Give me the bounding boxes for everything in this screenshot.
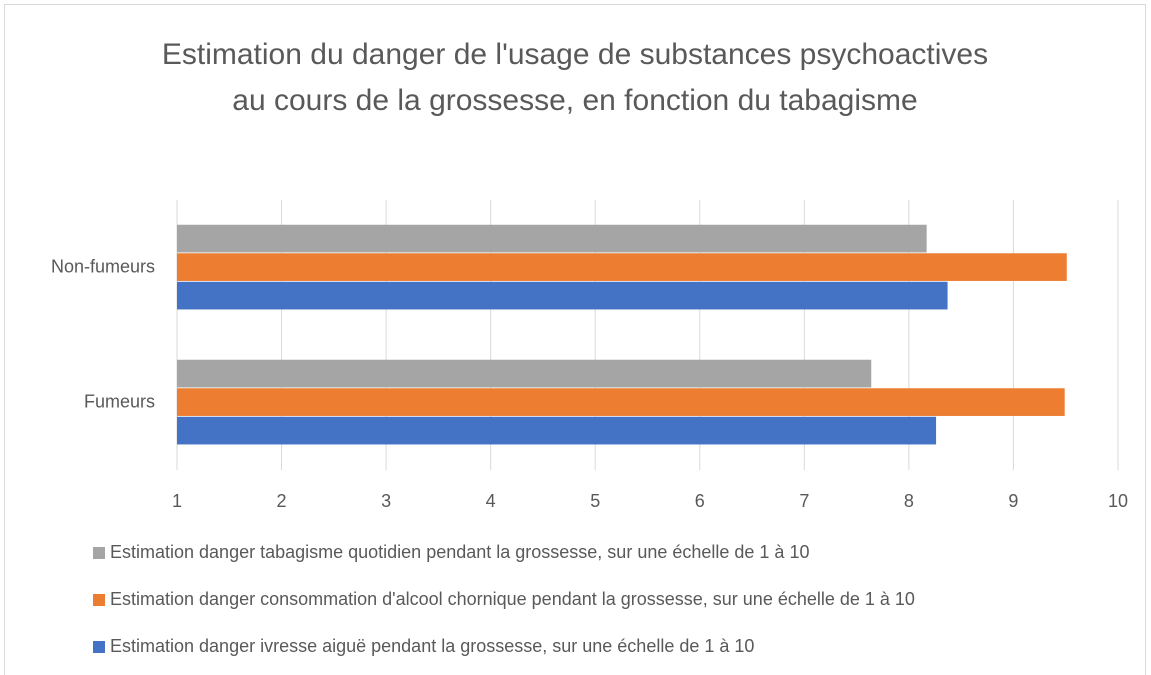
legend-swatch bbox=[93, 641, 105, 653]
bar bbox=[177, 281, 948, 310]
x-tick-label: 7 bbox=[799, 491, 809, 511]
legend-swatch bbox=[93, 547, 105, 559]
y-tick-label: Non-fumeurs bbox=[51, 256, 155, 276]
x-tick-label: 2 bbox=[277, 491, 287, 511]
legend-label: Estimation danger ivresse aiguë pendant … bbox=[110, 636, 754, 656]
y-tick-label: Fumeurs bbox=[84, 391, 155, 411]
x-tick-label: 8 bbox=[904, 491, 914, 511]
x-tick-label: 4 bbox=[486, 491, 496, 511]
x-tick-label: 5 bbox=[590, 491, 600, 511]
bar bbox=[177, 388, 1065, 416]
chart-title: Estimation du danger de l'usage de subst… bbox=[161, 38, 989, 117]
x-tick-label: 9 bbox=[1008, 491, 1018, 511]
x-tick-label: 3 bbox=[381, 491, 391, 511]
legend-label: Estimation danger tabagisme quotidien pe… bbox=[110, 542, 809, 562]
chart-border bbox=[4, 4, 1146, 675]
bar bbox=[177, 253, 1067, 281]
x-tick-label: 1 bbox=[172, 491, 182, 511]
legend-label: Estimation danger consommation d'alcool … bbox=[110, 589, 915, 609]
bar bbox=[177, 359, 872, 388]
legend-swatch bbox=[93, 594, 105, 606]
x-tick-label: 10 bbox=[1108, 491, 1128, 511]
x-tick-label: 6 bbox=[695, 491, 705, 511]
bar bbox=[177, 224, 927, 253]
bar bbox=[177, 416, 937, 445]
